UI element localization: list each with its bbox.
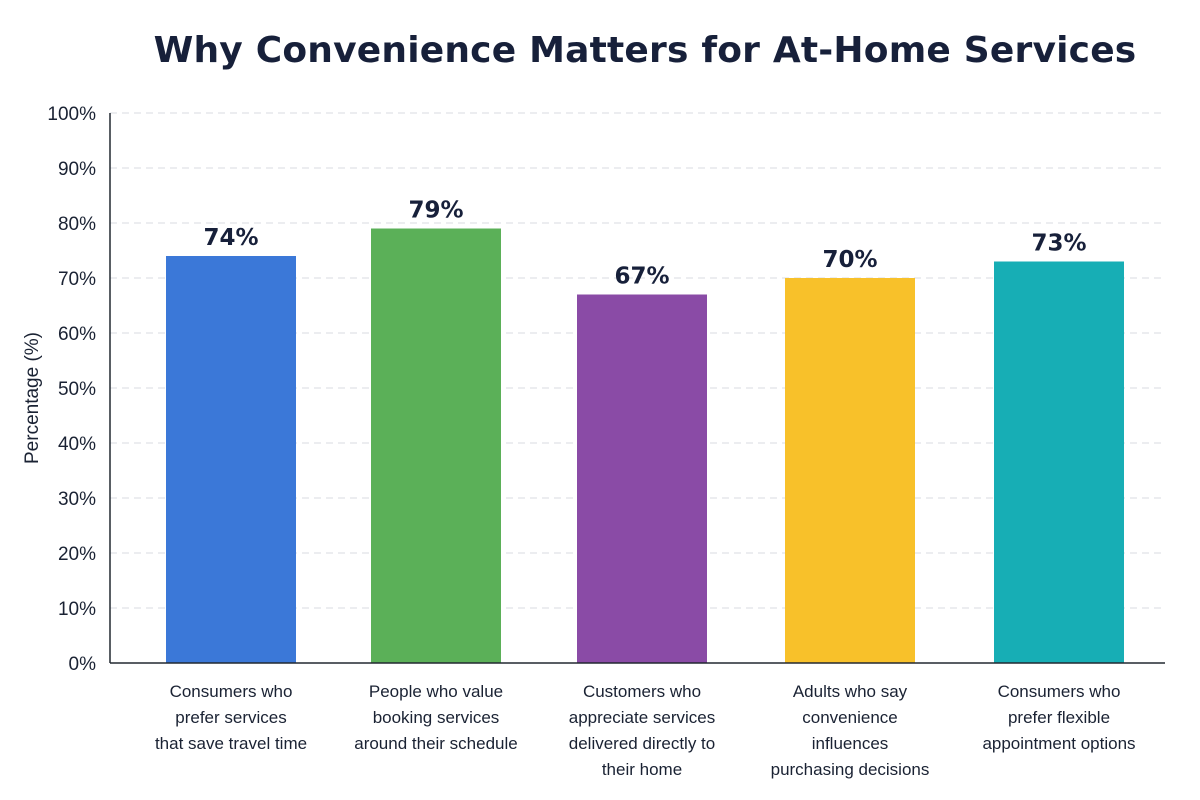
y-tick-label: 60%	[58, 324, 96, 345]
x-category-label: around their schedule	[354, 734, 518, 753]
x-category-label: Adults who say	[793, 682, 908, 701]
bar	[371, 228, 501, 663]
bar	[166, 256, 296, 663]
category-labels: Consumers who prefer services that save tr…	[155, 682, 1136, 779]
y-tick-label: 80%	[58, 214, 96, 235]
y-tick-label: 50%	[58, 379, 96, 400]
value-labels: 74% 79% 67% 70% 73%	[203, 198, 1086, 290]
y-tick-label: 100%	[47, 104, 96, 125]
gridlines	[110, 112, 1165, 609]
bar	[785, 278, 915, 663]
x-category-label: delivered directly to	[569, 734, 715, 753]
y-tick-label: 90%	[58, 159, 96, 180]
y-tick-label: 10%	[58, 599, 96, 620]
bar	[994, 261, 1124, 663]
x-category-label: appointment options	[982, 734, 1135, 753]
chart-title: Why Convenience Matters for At-Home Serv…	[153, 30, 1137, 71]
y-tick-label: 20%	[58, 544, 96, 565]
y-tick-label: 70%	[58, 269, 96, 290]
x-category-label: Consumers who	[170, 682, 293, 701]
x-category-label: appreciate services	[569, 708, 715, 727]
x-category-label: People who value	[369, 682, 503, 701]
x-category-label: convenience	[802, 708, 897, 727]
x-category-label: Consumers who	[998, 682, 1121, 701]
x-category-label: their home	[602, 760, 682, 779]
bar-value-label: 67%	[614, 264, 669, 290]
bar-value-label: 70%	[822, 247, 877, 273]
x-category-label: purchasing decisions	[771, 760, 930, 779]
bar-value-label: 79%	[408, 198, 463, 224]
bar-value-label: 73%	[1031, 231, 1086, 257]
x-category-label: that save travel time	[155, 734, 307, 753]
bars	[166, 228, 1124, 663]
y-tick-label: 0%	[69, 654, 97, 675]
x-category-label: influences	[812, 734, 889, 753]
y-axis-ticks: 0% 10% 20% 30% 40% 50% 60% 70% 80% 90% 100%	[47, 104, 96, 675]
y-axis-label: Percentage (%)	[22, 332, 43, 464]
x-category-label: prefer services	[175, 708, 286, 727]
y-tick-label: 30%	[58, 489, 96, 510]
bar	[577, 294, 707, 663]
bar-value-label: 74%	[203, 225, 258, 251]
x-category-label: prefer flexible	[1008, 708, 1110, 727]
x-category-label: Customers who	[583, 682, 701, 701]
y-tick-label: 40%	[58, 434, 96, 455]
x-category-label: booking services	[373, 708, 500, 727]
